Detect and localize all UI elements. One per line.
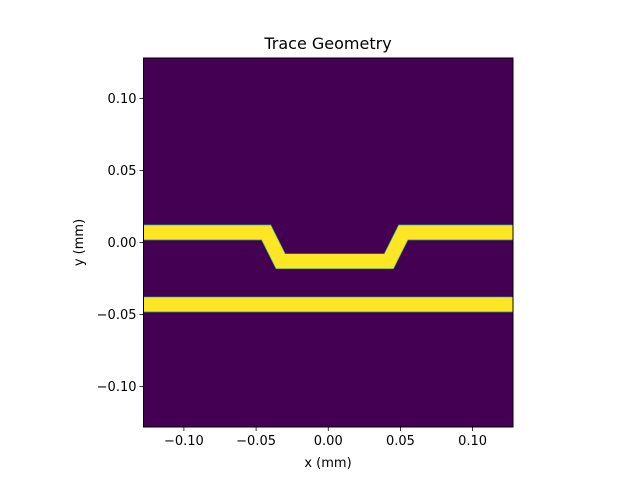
trace-1 xyxy=(143,225,513,269)
y-tick-label: −0.05 xyxy=(97,308,137,323)
x-tick-label: 0.10 xyxy=(458,434,487,449)
y-axis: 0.10 0.05 0.00 −0.05 −0.10 xyxy=(97,92,144,395)
x-axis: −0.10 −0.05 0.00 0.05 0.10 xyxy=(164,427,487,449)
x-axis-label: x (mm) xyxy=(304,456,351,471)
x-tick-label: −0.10 xyxy=(164,434,204,449)
x-tick-label: −0.05 xyxy=(236,434,276,449)
x-tick-label: 0.00 xyxy=(314,434,343,449)
heatmap-background xyxy=(143,58,513,427)
y-axis-label: y (mm) xyxy=(72,219,87,266)
y-tick-label: 0.00 xyxy=(108,236,137,251)
y-tick-label: 0.05 xyxy=(108,164,137,179)
chart-title: Trace Geometry xyxy=(263,34,391,53)
trace-layer xyxy=(143,224,513,313)
plot-area xyxy=(143,57,514,428)
x-tick-label: 0.05 xyxy=(386,434,415,449)
y-tick-label: −0.10 xyxy=(97,380,137,395)
y-tick-label: 0.10 xyxy=(108,92,137,107)
